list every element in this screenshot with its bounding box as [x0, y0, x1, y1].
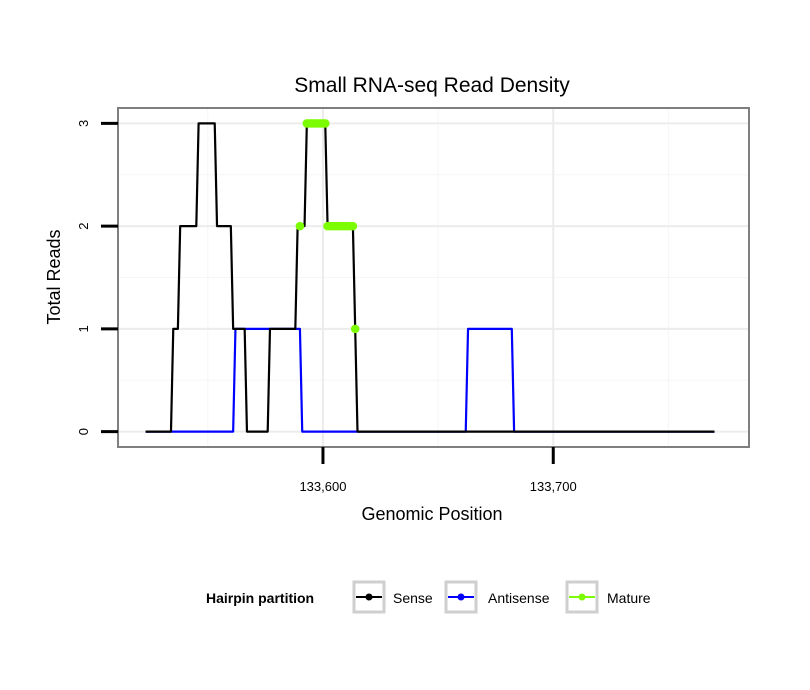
data-point-mature	[295, 221, 305, 231]
chart-title: Small RNA-seq Read Density	[294, 74, 570, 97]
legend: Hairpin partition Sense Antisense Mature	[206, 580, 651, 614]
y-tick-label: 3	[76, 120, 91, 127]
data-point-mature	[350, 324, 360, 334]
x-tick-label: 133,700	[530, 479, 577, 494]
plot-border	[117, 107, 750, 448]
series-layer	[145, 119, 715, 433]
y-tick-label: 1	[76, 325, 91, 332]
grid-minor	[118, 108, 749, 447]
legend-label: Sense	[393, 590, 433, 606]
x-tick-label: 133,600	[299, 479, 346, 494]
x-axis-title: Genomic Position	[361, 504, 502, 524]
y-tick-label: 2	[76, 223, 91, 230]
data-point-mature	[320, 119, 330, 128]
legend-label: Mature	[607, 590, 651, 606]
y-axis: 0 1 2 3	[76, 120, 118, 435]
legend-key-dot	[365, 593, 373, 601]
legend-item-sense: Sense	[352, 580, 433, 614]
legend-item-antisense: Antisense	[444, 580, 550, 614]
legend-title: Hairpin partition	[206, 590, 314, 606]
legend-item-mature: Mature	[565, 580, 651, 614]
legend-key-dot	[578, 593, 586, 601]
legend-label: Antisense	[488, 590, 550, 606]
legend-key-dot	[457, 593, 465, 601]
data-point-mature	[348, 221, 358, 231]
y-axis-title: Total Reads	[44, 229, 64, 324]
x-axis: 133,600 133,700	[299, 447, 577, 494]
y-tick-label: 0	[76, 428, 91, 435]
